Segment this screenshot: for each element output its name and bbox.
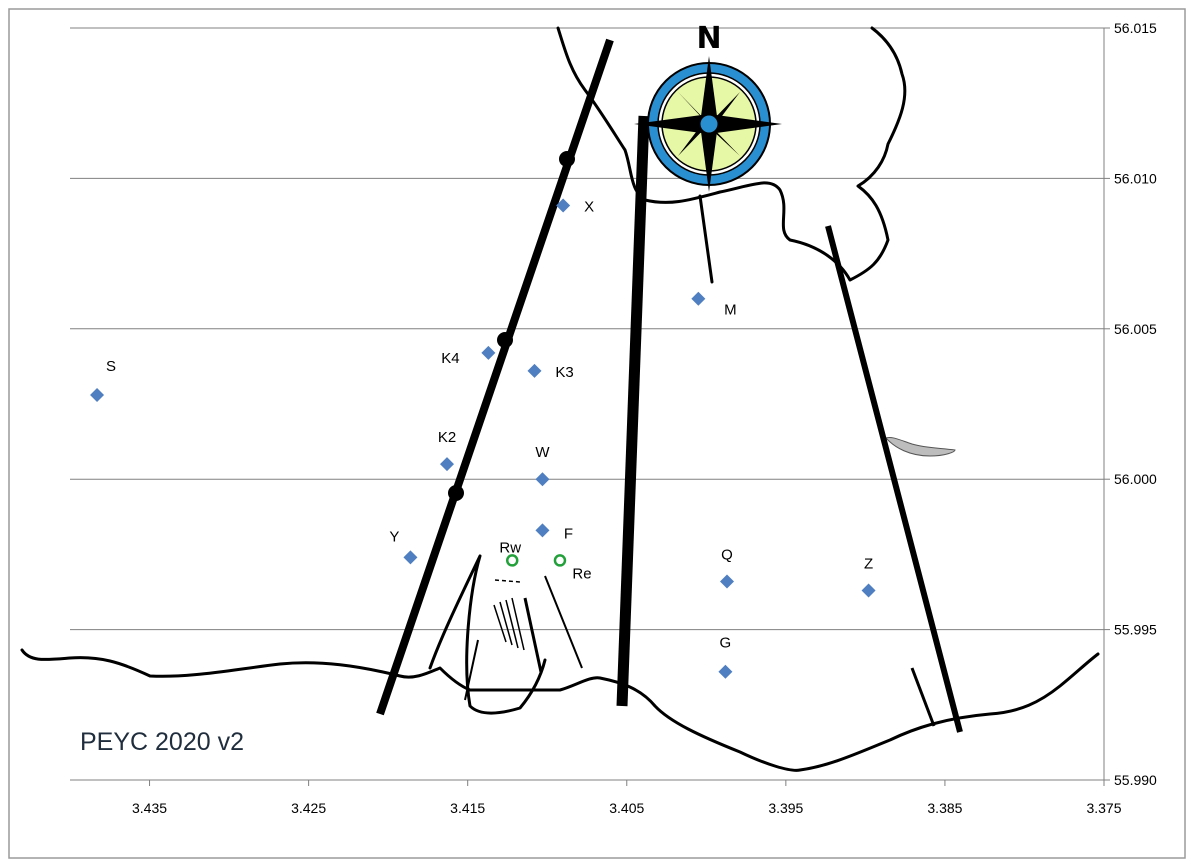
map-frame: [8, 8, 1186, 859]
mark-w-point: [535, 472, 550, 487]
x-tick-label: 3.425: [291, 800, 326, 816]
x-tick-label: 3.415: [450, 800, 485, 816]
y-tick-label: 55.995: [1114, 622, 1157, 638]
y-tick-label: 56.010: [1114, 170, 1157, 186]
mark-s-label: S: [106, 358, 116, 375]
transit-line-short: [910, 667, 936, 727]
mark-s-point: [90, 387, 105, 402]
transit-line-east: [825, 225, 963, 733]
launch-rw-label: Rw: [499, 539, 521, 556]
mark-y-point: [403, 550, 418, 565]
launch-points: Rw Re: [499, 539, 591, 582]
compass-north-label: N: [696, 21, 721, 56]
mark-f-label: F: [564, 525, 573, 542]
transit-dots: [448, 151, 575, 501]
launch-re-label: Re: [572, 565, 591, 582]
mark-x-label: X: [584, 198, 594, 215]
x-tick-label: 3.405: [609, 800, 644, 816]
mark-f-point: [535, 523, 550, 538]
x-tick-label: 3.375: [1086, 800, 1121, 816]
gridlines: [70, 27, 1104, 781]
mark-m-point: [691, 291, 706, 306]
mark-q-label: Q: [721, 546, 733, 563]
transit-lines: [376, 38, 963, 733]
mark-m-label: M: [724, 302, 737, 319]
x-tick-label: 3.395: [768, 800, 803, 816]
mark-k3-label: K3: [555, 364, 573, 381]
y-axis-ticks: 56.015 56.010 56.005 56.000 55.995 55.990: [1103, 20, 1157, 788]
harbour-wall: [428, 554, 547, 715]
mark-g-point: [718, 664, 733, 679]
mark-k2-label: K2: [438, 429, 456, 446]
mark-y-label: Y: [389, 528, 399, 545]
south-shore: [20, 648, 1100, 772]
mark-k3-point: [527, 363, 542, 378]
y-tick-label: 56.005: [1114, 321, 1157, 337]
mark-z-label: Z: [864, 555, 873, 572]
mark-x-point: [556, 198, 571, 213]
mark-w-label: W: [535, 444, 550, 461]
inlet: [698, 194, 714, 284]
y-tick-label: 55.990: [1114, 772, 1157, 788]
mark-k2-point: [440, 457, 455, 472]
mudflat-patch: [885, 437, 956, 457]
y-tick-label: 56.000: [1114, 471, 1157, 487]
mark-z-point: [861, 583, 876, 598]
x-axis-ticks: 3.435 3.425 3.415 3.405 3.395 3.385 3.375: [132, 780, 1122, 816]
map-title: PEYC 2020 v2: [80, 728, 244, 756]
coastline: [20, 26, 1100, 772]
launch-re-point: [553, 554, 567, 567]
mark-g-label: G: [720, 635, 732, 652]
north-shore-west: [556, 26, 907, 282]
x-tick-label: 3.435: [132, 800, 167, 816]
transit-line-west: [376, 38, 614, 716]
harbour-detail: [464, 575, 583, 701]
y-tick-label: 56.015: [1114, 20, 1157, 36]
mark-k4-point: [481, 345, 496, 360]
transit-line-middle: [616, 115, 650, 707]
compass-rose: N: [634, 21, 782, 192]
mark-k4-label: K4: [441, 350, 459, 367]
launch-rw-point: [505, 554, 519, 567]
x-tick-label: 3.385: [927, 800, 962, 816]
mark-points: S X M K4 K3 K2 W F Y Q Z G: [90, 198, 876, 679]
mark-q-point: [719, 574, 734, 589]
